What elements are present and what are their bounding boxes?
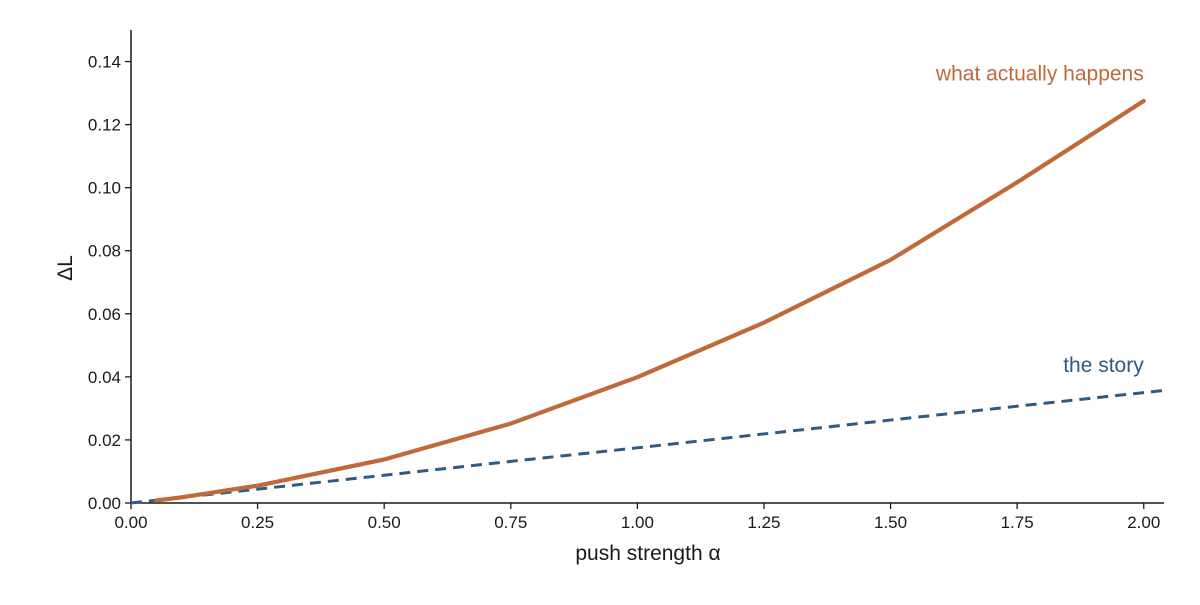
series-layer <box>130 98 1165 505</box>
y-tick-label: 0.08 <box>88 242 121 261</box>
y-tick-label: 0.12 <box>88 116 121 135</box>
x-tick-label: 1.00 <box>621 513 654 532</box>
y-tick-label: 0.04 <box>88 368 121 387</box>
x-tick-label: 1.75 <box>1001 513 1034 532</box>
y-tick-label: 0.10 <box>88 179 121 198</box>
y-tick-label: 0.06 <box>88 305 121 324</box>
x-tick-label: 1.25 <box>747 513 780 532</box>
x-tick-label: 0.00 <box>114 513 147 532</box>
y-tick-label: 0.14 <box>88 53 121 72</box>
x-tick-label: 0.75 <box>494 513 527 532</box>
x-axis-title: push strength α <box>575 542 720 565</box>
y-axis-title: ΔL <box>54 255 77 281</box>
series-line-what-actually-happens <box>154 98 1146 503</box>
series-label-what-actually-happens: what actually happens <box>935 62 1144 85</box>
series-labels: the story what actually happens <box>935 62 1144 377</box>
series-line-the-story <box>130 388 1165 505</box>
x-tick-label: 1.50 <box>874 513 907 532</box>
x-tick-label: 0.50 <box>368 513 401 532</box>
axes: 0.00 0.25 0.50 0.75 1.00 1.25 1.50 1.75 2.00 0.00… <box>88 30 1164 532</box>
y-tick-label: 0.00 <box>88 494 121 513</box>
series-label-the-story: the story <box>1063 354 1144 377</box>
x-tick-label: 2.00 <box>1127 513 1160 532</box>
x-tick-label: 0.25 <box>241 513 274 532</box>
y-tick-label: 0.02 <box>88 431 121 450</box>
